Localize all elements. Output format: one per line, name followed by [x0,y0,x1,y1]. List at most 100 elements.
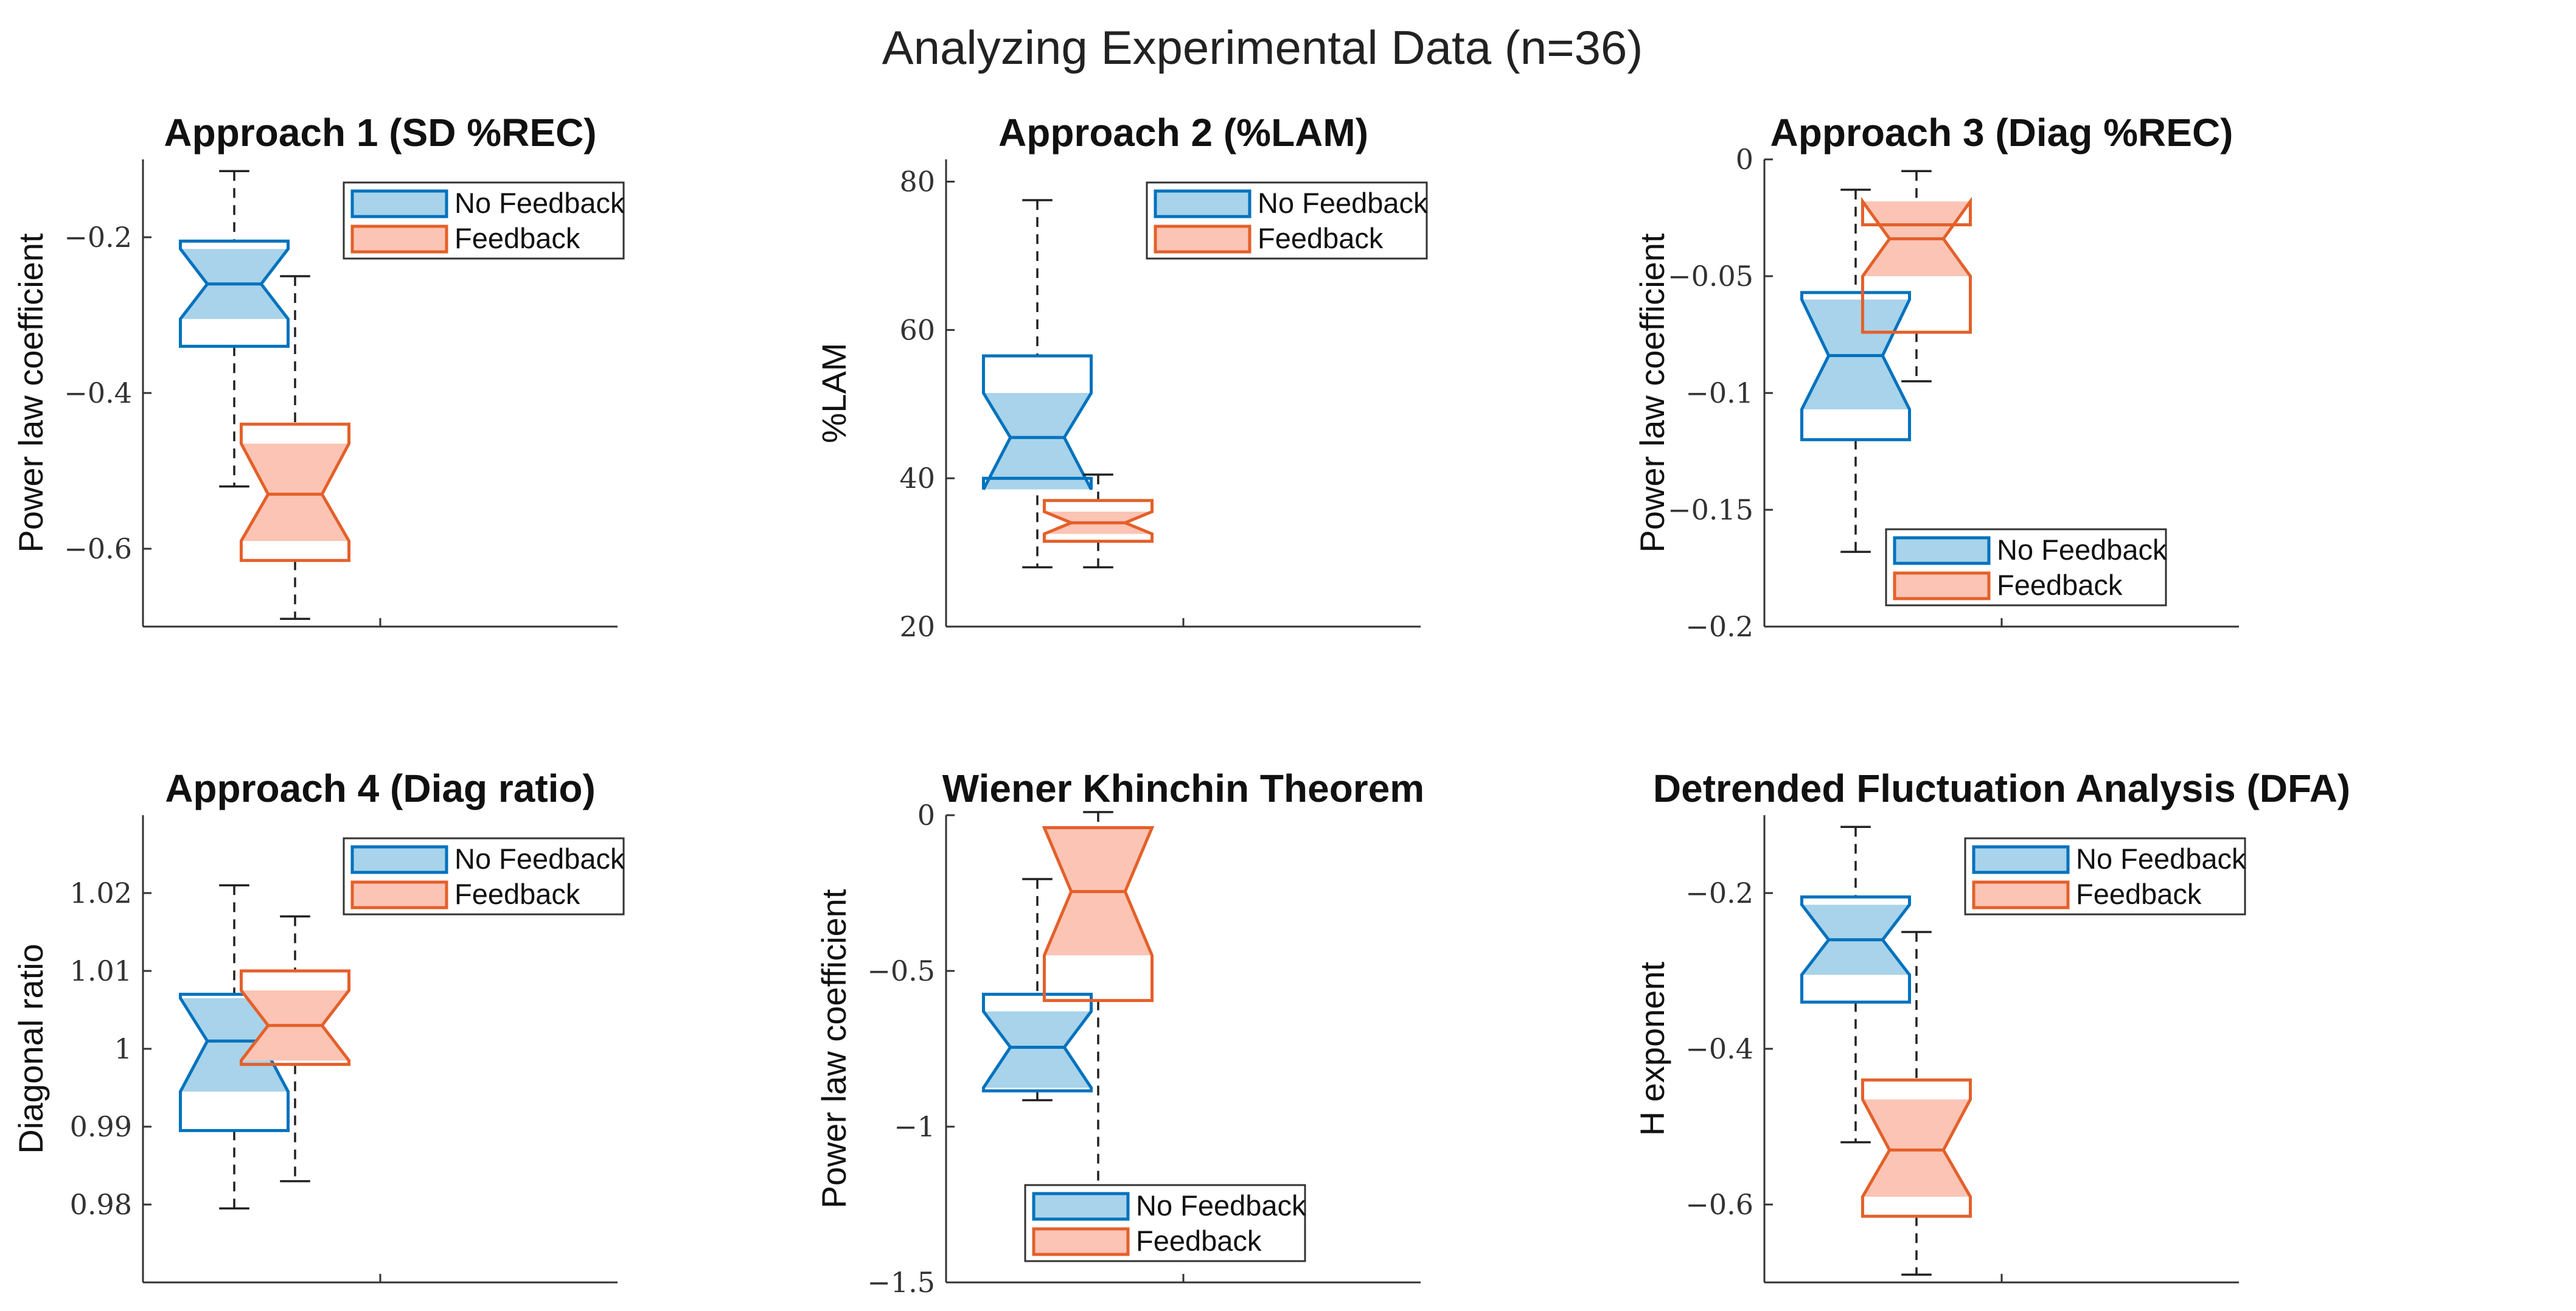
legend-swatch-no-feedback [1972,845,2070,874]
legend-label-feedback: Feedback [2076,878,2202,910]
box-outline [981,354,1093,490]
y-tick-label: 0 [1736,143,1753,176]
y-tick-label: −0.15 [1668,493,1753,526]
panel-title: Wiener Khinchin Theorem [942,767,1424,810]
panel-1: −0.6 −0.4 −0.2 Approach 1 (SD %REC) Power la… [12,111,625,628]
legend-swatch-feedback [350,880,448,909]
box-no-feedback [981,878,1093,1102]
legend-label-no-feedback: No Feedback [1997,534,2167,566]
legend-label-no-feedback: No Feedback [2076,843,2246,875]
y-tick-label: −0.2 [1685,877,1753,909]
legend-swatch-feedback [1032,1227,1130,1256]
legend-label-feedback: Feedback [1258,222,1384,254]
panel-title: Approach 4 (Diag ratio) [165,767,596,810]
legend-swatch-feedback [1154,224,1251,254]
legend-swatch-no-feedback [1893,536,1991,565]
panel-2: 20 40 60 80 Approach 2 (%LAM) %LAM No Feedback… [815,111,1428,643]
y-tick-label: 20 [899,610,935,643]
box-outline [1861,1078,1972,1218]
notch-fill [180,998,288,1092]
y-tick-label: 0.99 [70,1110,132,1143]
y-tick-label: 1.01 [70,955,132,987]
y-axis-label: Power law coefficient [1633,233,1671,552]
panels: −0.6 −0.4 −0.2 Approach 1 (SD %REC) Power la… [12,111,2350,1299]
legend-label-feedback: Feedback [1136,1225,1262,1257]
box-outline [1042,499,1154,543]
box-no-feedback [981,199,1093,569]
legend-swatch-no-feedback [350,845,448,874]
y-tick-label: −0.4 [1685,1032,1753,1065]
box-feedback [1861,170,1972,383]
panel-4: 0.98 0.99 1 1.01 1.02 Approach 4 (Diag ratio)… [12,767,625,1284]
box-outline [1861,196,1972,334]
y-tick-label: −1 [894,1110,935,1143]
panel-3: −0.2 −0.15 −0.1 −0.05 0 Approach 3 (Diag %REC… [1633,111,2239,643]
box-outline [1042,826,1155,1003]
box-outline [1800,291,1912,442]
y-tick-label: −0.2 [64,221,132,254]
legend-swatch-feedback [350,224,448,254]
y-tick-label: 0 [917,799,935,832]
box-no-feedback [178,884,290,1210]
box-outline [239,422,351,562]
box-feedback [239,275,351,620]
legend-label-no-feedback: No Feedback [454,187,625,219]
box-outline [1800,895,1912,1004]
y-tick-label: −0.2 [1685,610,1753,643]
box-outline [239,969,351,1066]
box-outline [178,239,290,348]
notch-fill [1862,1099,1971,1197]
legend-label-no-feedback: No Feedback [1136,1189,1306,1222]
panel-title: Approach 3 (Diag %REC) [1770,111,2233,155]
panel-title: Detrended Fluctuation Analysis (DFA) [1653,767,2350,810]
legend-label-feedback: Feedback [454,878,580,910]
panel-title: Approach 1 (SD %REC) [164,111,596,155]
y-tick-label: −0.4 [64,377,132,409]
legend-label-feedback: Feedback [1997,569,2123,601]
notch-fill [983,1011,1091,1088]
legend-label-feedback: Feedback [454,222,580,254]
y-tick-label: −0.5 [867,955,935,987]
box-feedback [1042,811,1155,1222]
panel-6: −0.6 −0.4 −0.2 Detrended Fluctuation Analys… [1633,767,2350,1284]
y-tick-label: 0.98 [70,1188,132,1221]
y-tick-label: −0.1 [1685,377,1753,409]
y-tick-label: −0.6 [1685,1188,1753,1221]
y-tick-label: 80 [899,165,935,198]
legend-swatch-feedback [1893,571,1991,600]
y-axis-label: Diagonal ratio [12,944,50,1154]
box-feedback [239,915,351,1183]
y-tick-label: 1.02 [70,877,132,909]
y-tick-label: 40 [899,462,935,495]
legend-label-no-feedback: No Feedback [1258,187,1428,219]
y-tick-label: −1.5 [867,1266,935,1299]
box-feedback [1861,931,1972,1276]
legend-swatch-feedback [1972,880,2070,909]
legend-swatch-no-feedback [350,189,448,218]
legend-label-no-feedback: No Feedback [454,843,625,875]
y-axis-label: %LAM [815,343,853,443]
box-feedback [1042,473,1154,569]
y-axis-label: H exponent [1633,961,1671,1136]
figure-title: Analyzing Experimental Data (n=36) [882,21,1643,74]
y-tick-label: −0.6 [64,532,132,565]
legend-swatch-no-feedback [1154,189,1251,218]
notch-fill [983,393,1091,490]
box-outline [981,992,1093,1093]
y-tick-label: −0.05 [1668,260,1753,293]
panel-title: Approach 2 (%LAM) [998,111,1368,155]
box-no-feedback [178,170,290,488]
y-tick-label: 60 [899,313,935,346]
notch-fill [241,443,349,541]
box-no-feedback [1800,189,1912,553]
y-tick-label: 1 [114,1032,132,1065]
y-axis-label: Power law coefficient [815,889,853,1208]
